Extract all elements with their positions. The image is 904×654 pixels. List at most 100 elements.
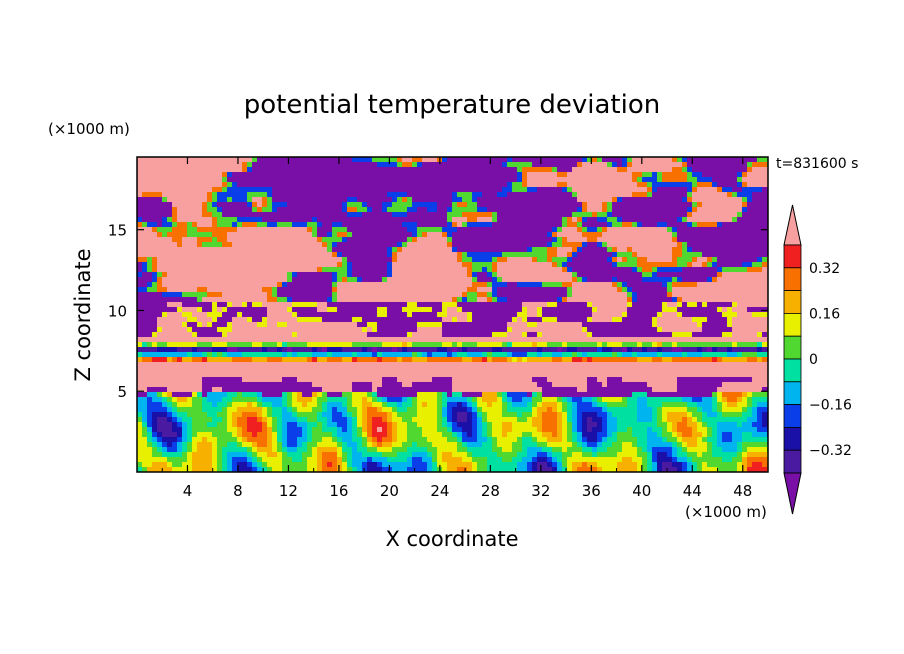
- field-cell: [442, 342, 448, 348]
- field-cell: [197, 297, 203, 303]
- field-cell: [527, 257, 533, 263]
- field-cell: [467, 347, 473, 353]
- field-cell: [257, 202, 263, 208]
- field-cell: [742, 272, 748, 278]
- field-cell: [177, 167, 183, 173]
- field-cell: [462, 217, 468, 223]
- field-cell: [542, 172, 548, 178]
- field-cell: [137, 212, 143, 218]
- field-cell: [612, 202, 618, 208]
- field-cell: [192, 272, 198, 278]
- field-cell: [762, 297, 768, 303]
- field-cell: [452, 157, 458, 163]
- field-cell: [262, 252, 268, 258]
- field-cell: [712, 212, 718, 218]
- field-cell: [447, 192, 453, 198]
- field-cell: [202, 182, 208, 188]
- field-cell: [142, 267, 148, 273]
- field-cell: [712, 302, 718, 308]
- field-cell: [482, 197, 488, 203]
- field-cell: [462, 207, 468, 213]
- field-cell: [277, 167, 283, 173]
- field-cell: [217, 272, 223, 278]
- field-cell: [207, 182, 213, 188]
- field-cell: [572, 167, 578, 173]
- field-cell: [162, 232, 168, 238]
- field-cell: [502, 337, 508, 343]
- field-cell: [292, 262, 298, 268]
- field-cell: [257, 227, 263, 233]
- field-cell: [287, 167, 293, 173]
- field-cell: [257, 247, 263, 253]
- field-cell: [747, 202, 753, 208]
- field-cell: [562, 337, 568, 343]
- field-cell: [697, 207, 703, 213]
- field-cell: [662, 202, 668, 208]
- field-cell: [537, 182, 543, 188]
- field-cell: [582, 207, 588, 213]
- field-cell: [142, 262, 148, 268]
- field-cell: [567, 242, 573, 248]
- field-cell: [507, 172, 513, 178]
- field-cell: [267, 247, 273, 253]
- field-cell: [397, 277, 403, 283]
- field-cell: [162, 292, 168, 298]
- field-cell: [417, 297, 423, 303]
- field-cell: [287, 227, 293, 233]
- field-cell: [382, 187, 388, 193]
- field-cell: [517, 292, 523, 298]
- field-cell: [567, 277, 573, 283]
- field-cell: [342, 162, 348, 168]
- field-cell: [607, 272, 613, 278]
- field-cell: [402, 182, 408, 188]
- field-cell: [182, 277, 188, 283]
- field-cell: [682, 267, 688, 273]
- field-cell: [672, 217, 678, 223]
- field-cell: [347, 187, 353, 193]
- field-cell: [517, 227, 523, 233]
- field-cell: [522, 177, 528, 183]
- field-cell: [417, 232, 423, 238]
- field-cell: [307, 297, 313, 303]
- field-cell: [187, 242, 193, 248]
- field-cell: [747, 257, 753, 263]
- field-cell: [312, 322, 318, 328]
- field-cell: [492, 297, 498, 303]
- field-cell: [247, 347, 253, 353]
- field-cell: [592, 252, 598, 258]
- field-cell: [167, 247, 173, 253]
- field-cell: [222, 342, 228, 348]
- field-cell: [577, 272, 583, 278]
- field-cell: [177, 347, 183, 353]
- field-cell: [237, 317, 243, 323]
- field-cell: [462, 222, 468, 228]
- field-cell: [417, 272, 423, 278]
- field-cell: [182, 252, 188, 258]
- field-cell: [182, 317, 188, 323]
- field-cell: [487, 337, 493, 343]
- field-cell: [292, 342, 298, 348]
- field-cell: [457, 342, 463, 348]
- field-cell: [692, 287, 698, 293]
- field-cell: [382, 302, 388, 308]
- field-cell: [572, 307, 578, 313]
- field-cell: [307, 202, 313, 208]
- field-cell: [612, 237, 618, 243]
- field-cell: [672, 342, 678, 348]
- field-cell: [752, 192, 758, 198]
- field-cell: [587, 242, 593, 248]
- field-cell: [727, 332, 733, 338]
- field-cell: [757, 322, 763, 328]
- field-cell: [362, 222, 368, 228]
- field-cell: [682, 162, 688, 168]
- field-cell: [362, 232, 368, 238]
- field-cell: [137, 207, 143, 213]
- field-cell: [292, 207, 298, 213]
- field-cell: [657, 247, 663, 253]
- field-cell: [497, 312, 503, 318]
- field-cell: [222, 332, 228, 338]
- field-cell: [502, 257, 508, 263]
- field-cell: [267, 272, 273, 278]
- field-cell: [562, 272, 568, 278]
- field-cell: [287, 257, 293, 263]
